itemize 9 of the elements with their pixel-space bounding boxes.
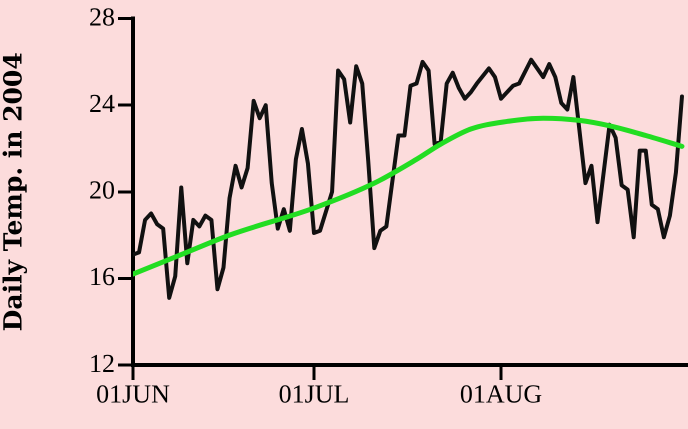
x-tick-label: 01AUG — [460, 379, 542, 408]
y-tick-label: 24 — [89, 89, 115, 118]
y-tick-label: 28 — [89, 2, 115, 32]
x-tick-label: 01JUL — [278, 379, 350, 408]
x-tick-label: 01JUN — [96, 379, 170, 408]
y-tick-label: 20 — [89, 176, 115, 205]
y-axis-title: Daily Temp. in 2004 — [0, 52, 28, 332]
y-tick-label: 12 — [89, 348, 115, 378]
y-tick-label: 16 — [89, 262, 115, 292]
